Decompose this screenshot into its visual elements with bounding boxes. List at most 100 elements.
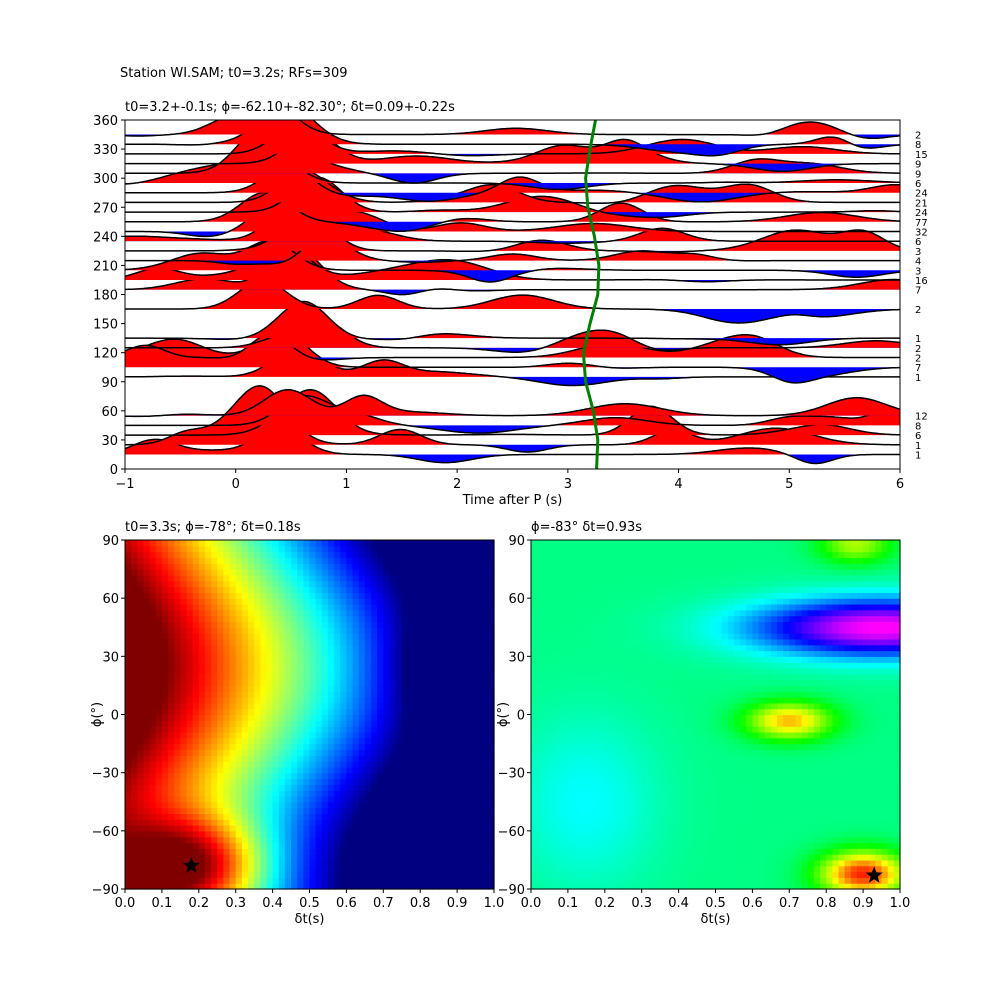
heatmap-cell [321, 836, 329, 844]
heatmap-cell [592, 813, 600, 820]
heatmap-cell [291, 540, 298, 547]
heatmap-cell [260, 679, 268, 687]
heatmap-cell [414, 720, 421, 727]
heatmap-cell [137, 720, 145, 727]
heatmap-cell [549, 545, 557, 553]
heatmap-cell [161, 830, 169, 838]
heatmap-cell [125, 638, 132, 646]
heatmap-cell [580, 772, 587, 780]
heatmap-cell [303, 598, 311, 605]
heatmap-cell [248, 574, 255, 582]
heatmap-cell [241, 656, 249, 663]
heatmap-cell [186, 749, 194, 756]
heatmap-cell [204, 755, 212, 762]
heatmap-cell [463, 586, 470, 593]
heatmap-cell [420, 825, 427, 832]
heatmap-cell [229, 540, 237, 547]
heatmap-cell [592, 615, 600, 623]
heatmap-cell [561, 574, 569, 582]
heatmap-cell [241, 755, 249, 762]
heatmap-cell [426, 598, 434, 605]
heatmap-cell [211, 598, 218, 605]
heatmap-cell [450, 667, 458, 675]
heatmap-cell [241, 540, 249, 547]
heatmap-cell [284, 807, 292, 814]
heatmap-cell [383, 592, 391, 599]
heatmap-cell [487, 603, 495, 611]
heatmap-cell [432, 848, 440, 855]
heatmap-cell [543, 877, 551, 884]
heatmap-cell [457, 697, 464, 704]
heatmap-cell [444, 592, 452, 599]
heatmap-cell [371, 854, 378, 861]
heatmap-cell [438, 807, 446, 814]
heatmap-cell [623, 772, 630, 780]
heatmap-cell [463, 656, 470, 663]
heatmap-cell [635, 784, 643, 791]
heatmap-cell [469, 819, 477, 826]
heatmap-cell [149, 569, 157, 576]
heatmap-cell [204, 586, 212, 593]
heatmap-cell [641, 685, 649, 692]
heatmap-cell [641, 615, 649, 623]
heatmap-cell [444, 726, 452, 733]
heatmap-cell [567, 621, 575, 628]
heatmap-cell [254, 854, 261, 861]
energy-map-left-title: t0=3.3s; ϕ=-78°; δt=0.18s [125, 520, 301, 535]
heatmap-cell [334, 743, 341, 750]
heatmap-cell [641, 580, 649, 588]
heatmap-cell [537, 603, 544, 611]
heatmap-cell [567, 586, 575, 593]
heatmap-cell [327, 569, 335, 576]
heatmap-cell [444, 865, 452, 873]
heatmap-cell [254, 772, 261, 780]
heatmap-cell [395, 592, 403, 599]
heatmap-cell [155, 772, 163, 780]
heatmap-cell [481, 592, 489, 599]
heatmap-cell [481, 697, 489, 704]
heatmap-cell [549, 697, 557, 704]
heatmap-cell [531, 557, 538, 564]
heatmap-cell [364, 848, 372, 855]
heatmap-cell [217, 603, 224, 611]
heatmap-cell [284, 830, 292, 838]
heatmap-cell [340, 656, 347, 663]
heatmap-cell [321, 842, 329, 849]
heatmap-cell [543, 638, 551, 646]
heatmap-cell [315, 656, 323, 663]
heatmap-cell [444, 615, 452, 623]
heatmap-cell [346, 720, 354, 727]
heatmap-cell [315, 825, 323, 832]
heatmap-cell [131, 615, 138, 623]
heatmap-cell [321, 772, 329, 780]
heatmap-cell [204, 714, 212, 721]
heatmap-cell [334, 656, 341, 663]
heatmap-cell [284, 633, 292, 640]
heatmap-cell [235, 819, 243, 826]
heatmap-cell [321, 691, 329, 698]
heatmap-cell [641, 749, 649, 756]
heatmap-cell [561, 848, 569, 855]
heatmap-cell [407, 592, 415, 599]
heatmap-cell [235, 563, 243, 570]
heatmap-cell [475, 673, 483, 681]
heatmap-cell [549, 586, 557, 593]
heatmap-cell [315, 540, 323, 547]
heatmap-cell [149, 726, 157, 733]
heatmap-cell [543, 883, 551, 890]
heatmap-cell [315, 830, 323, 838]
heatmap-cell [401, 859, 409, 867]
heatmap-cell [641, 801, 649, 809]
heatmap-cell [567, 574, 575, 582]
heatmap-cell [155, 737, 163, 745]
trace-count-label: 77 [915, 218, 928, 229]
heatmap-cell [297, 638, 304, 646]
heatmap-cell [475, 540, 483, 547]
y-tick-label: 210 [93, 259, 118, 274]
heatmap-cell [383, 726, 391, 733]
heatmap-cell [463, 883, 470, 890]
heatmap-cell [610, 842, 618, 849]
heatmap-cell [604, 557, 612, 564]
heatmap-cell [155, 877, 163, 884]
heatmap-cell [420, 761, 427, 768]
